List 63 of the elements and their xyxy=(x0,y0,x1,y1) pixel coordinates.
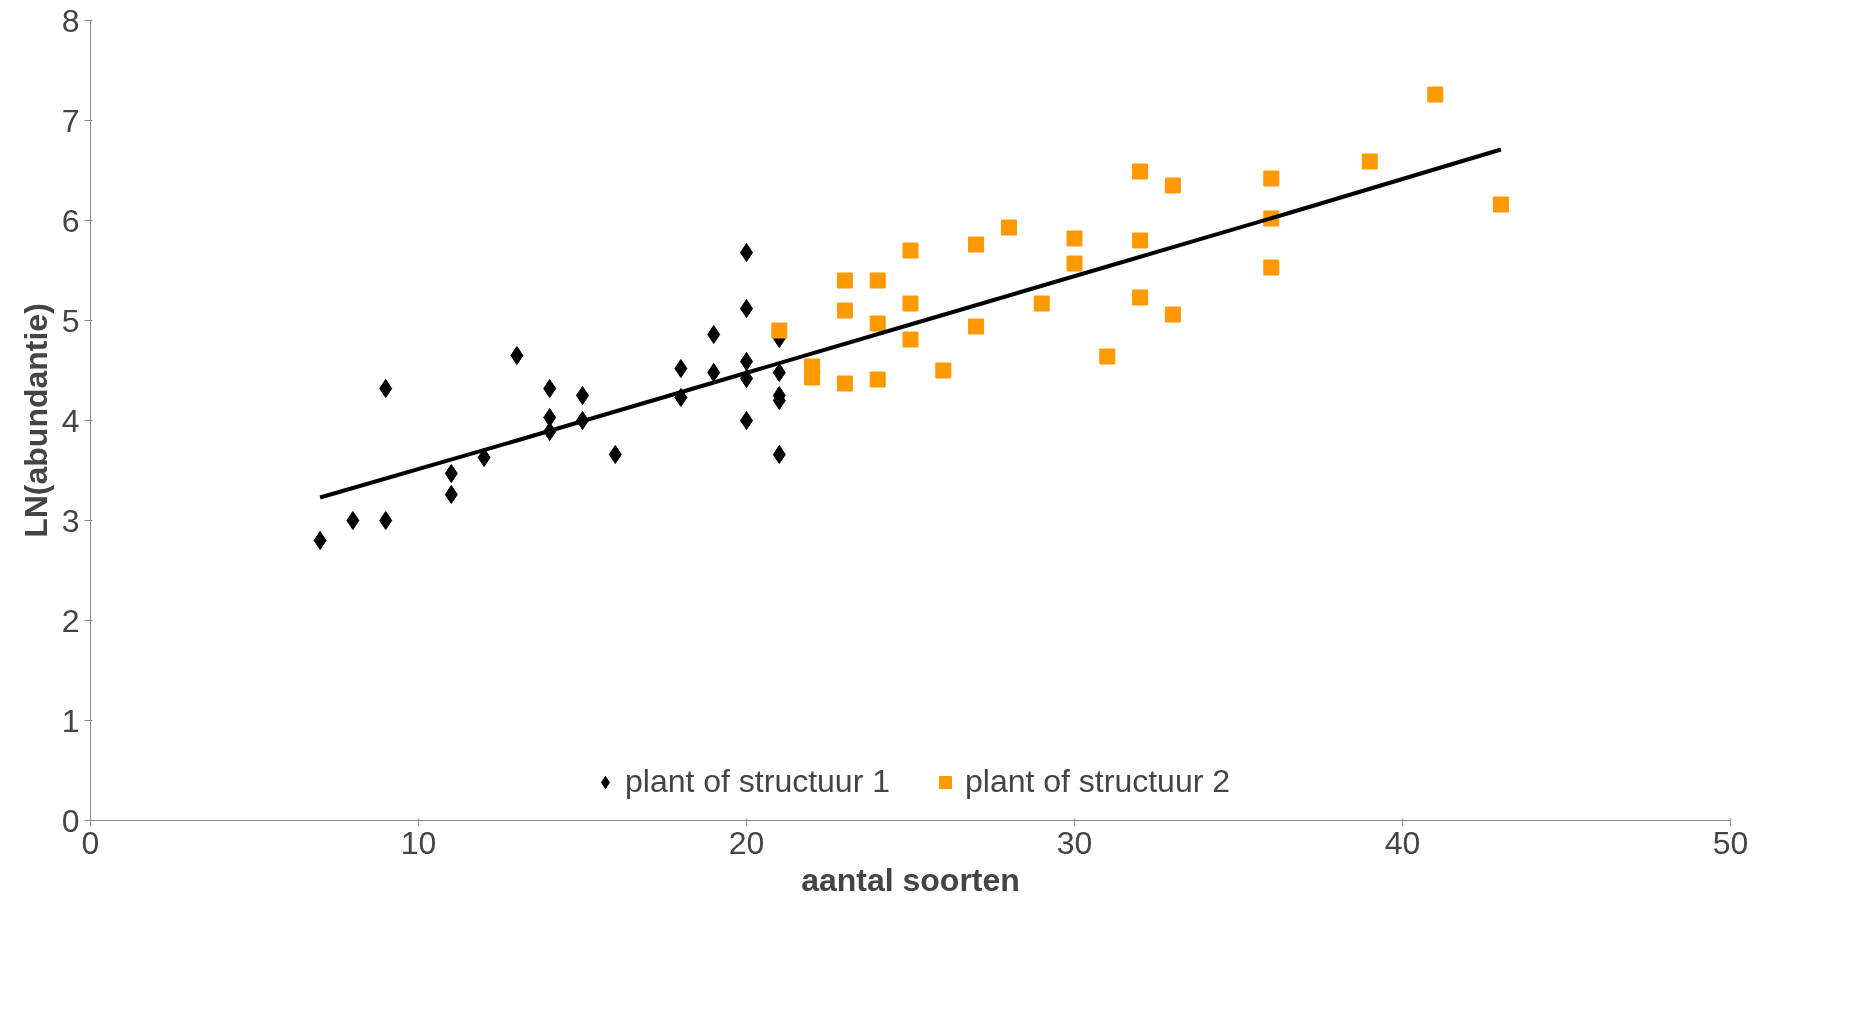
point xyxy=(902,331,919,348)
y-tick-label: 2 xyxy=(61,602,80,639)
point xyxy=(444,485,458,504)
point xyxy=(608,445,622,464)
point xyxy=(1427,86,1444,103)
point xyxy=(1263,259,1280,276)
point xyxy=(1132,289,1149,306)
y-tick-label: 4 xyxy=(61,402,80,439)
point xyxy=(510,346,524,365)
point xyxy=(902,295,919,312)
x-tick-label: 30 xyxy=(1056,824,1093,861)
point xyxy=(869,272,886,289)
y-axis-title: LN(abundantie) xyxy=(17,303,54,538)
point xyxy=(346,511,360,530)
point xyxy=(968,236,985,253)
y-tick-label: 7 xyxy=(61,102,80,139)
y-tick-label: 6 xyxy=(61,202,80,239)
point xyxy=(1361,153,1378,170)
point xyxy=(1066,230,1083,247)
point xyxy=(444,464,458,483)
point xyxy=(1099,348,1116,365)
y-tick-label: 5 xyxy=(61,302,80,339)
point xyxy=(1066,255,1083,272)
point xyxy=(543,408,557,427)
point xyxy=(379,511,393,530)
point xyxy=(477,448,491,467)
x-axis-title: aantal soorten xyxy=(801,861,1020,898)
y-tick-label: 8 xyxy=(61,2,80,39)
point xyxy=(1164,177,1181,194)
x-tick-label: 20 xyxy=(728,824,765,861)
point xyxy=(772,445,786,464)
point xyxy=(707,325,721,344)
point xyxy=(836,375,853,392)
point xyxy=(772,363,786,382)
point xyxy=(836,302,853,319)
x-tick-label: 50 xyxy=(1712,824,1749,861)
point xyxy=(804,369,821,386)
point xyxy=(1132,163,1149,180)
line-series xyxy=(318,147,1503,500)
point xyxy=(1033,295,1050,312)
point xyxy=(543,379,557,398)
point xyxy=(1263,170,1280,187)
x-tick-label: 10 xyxy=(400,824,437,861)
legend-label: plant of structuur 2 xyxy=(965,763,1231,800)
point xyxy=(1164,306,1181,323)
point xyxy=(1132,232,1149,249)
point xyxy=(674,359,688,378)
point xyxy=(869,315,886,332)
y-tick-label: 1 xyxy=(61,702,80,739)
point xyxy=(379,379,393,398)
point xyxy=(902,242,919,259)
point xyxy=(313,531,327,550)
point xyxy=(1000,219,1017,236)
legend-label: plant of structuur 1 xyxy=(624,763,890,800)
point xyxy=(707,363,721,382)
point xyxy=(935,362,952,379)
point xyxy=(1492,196,1509,213)
point xyxy=(968,318,985,335)
point xyxy=(869,371,886,388)
y-tick-label: 3 xyxy=(61,502,80,539)
x-tick-label: 40 xyxy=(1384,824,1421,861)
point xyxy=(836,272,853,289)
point xyxy=(771,322,788,339)
